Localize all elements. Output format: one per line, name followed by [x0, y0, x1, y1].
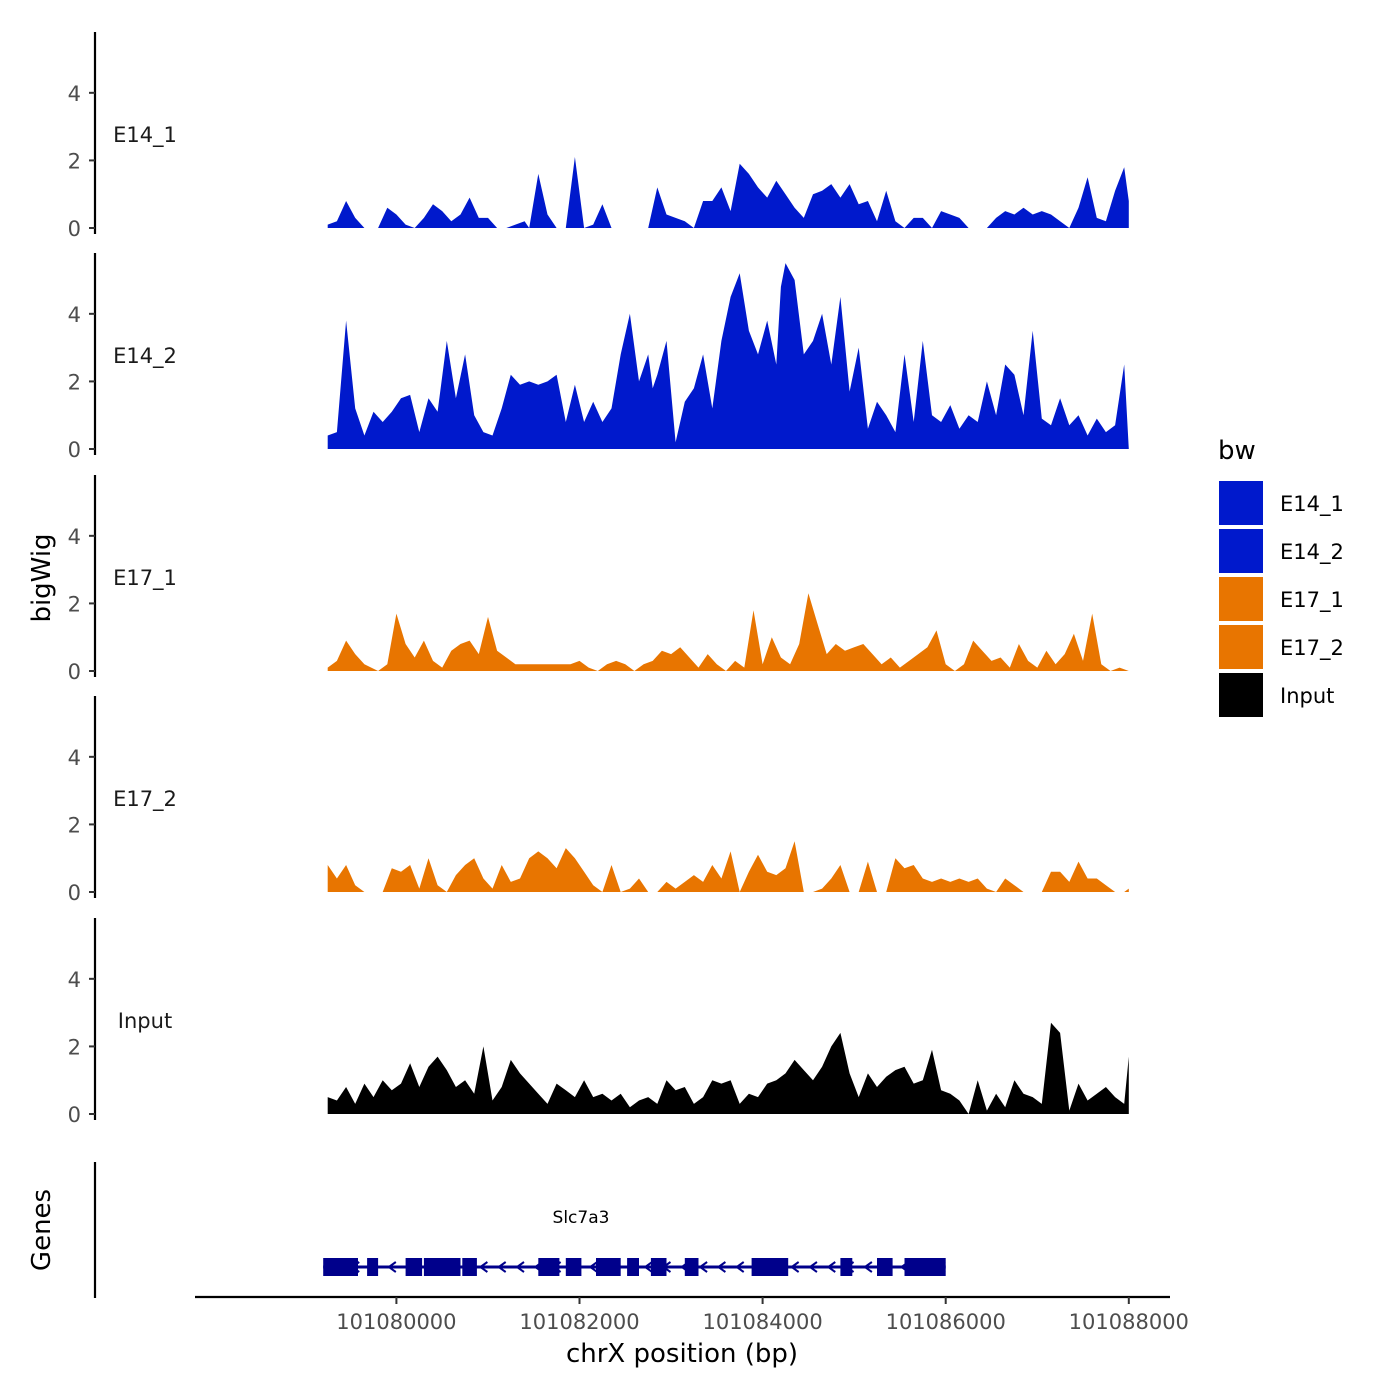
gene-exon [904, 1258, 946, 1276]
genes-panel: Slc7a3 [93, 1162, 946, 1298]
panel-E17_1: 0 2 4 E17_1 [68, 475, 1129, 684]
track-label-E14_1: E14_1 [113, 123, 177, 148]
y-tick-label: 4 [68, 525, 81, 549]
strand-arrow [716, 1261, 726, 1273]
legend-title: bw [1218, 436, 1256, 466]
panel-E14_2: 0 2 4 E14_2 [68, 253, 1129, 462]
gene-exon [596, 1258, 621, 1276]
gene-exon [627, 1258, 639, 1276]
panel-Input: 0 2 4 Input [68, 918, 1129, 1127]
signal-area-E17_1 [327, 593, 1129, 671]
gene-exon [462, 1258, 477, 1276]
signal-area-E14_1 [327, 157, 1129, 228]
panel-E17_2: 0 2 4 E17_2 [68, 696, 1129, 905]
y-tick-label: 0 [68, 1103, 81, 1127]
gene-exon [405, 1258, 423, 1276]
x-tick-label: 101080000 [336, 1310, 456, 1334]
gene-exon [538, 1258, 560, 1276]
legend-swatch-E17_1 [1219, 577, 1263, 621]
gene-exon [423, 1258, 461, 1276]
strand-arrow [643, 1261, 653, 1273]
strand-arrow [808, 1261, 818, 1273]
legend-swatch-E14_1 [1219, 481, 1263, 525]
signal-area-Input [327, 1022, 1129, 1114]
gene-label: Slc7a3 [553, 1208, 610, 1228]
y-tick-label: 4 [68, 968, 81, 992]
gene-exon [565, 1258, 582, 1276]
strand-arrow [863, 1261, 873, 1273]
legend-swatch-E17_2 [1219, 625, 1263, 669]
strand-arrow [478, 1261, 488, 1273]
x-tick-label: 101084000 [702, 1310, 822, 1334]
gene-exon [684, 1258, 699, 1276]
x-tick-label: 101088000 [1069, 1310, 1189, 1334]
gene-exon [367, 1258, 379, 1276]
y-tick-label: 4 [68, 746, 81, 770]
track-label-E14_2: E14_2 [113, 344, 177, 369]
strand-arrow [588, 1261, 598, 1273]
signal-area-E14_2 [327, 263, 1129, 449]
panel-E14_1: 0 2 4 E14_1 [68, 32, 1129, 241]
y-tick-label: 2 [68, 149, 81, 173]
gene-exon [751, 1258, 789, 1276]
legend-label-E14_1: E14_1 [1280, 492, 1344, 517]
strand-arrow [826, 1261, 836, 1273]
y-tick-label: 0 [68, 438, 81, 462]
legend-label-E17_2: E17_2 [1280, 636, 1344, 661]
legend-label-E17_1: E17_1 [1280, 588, 1344, 613]
signal-area-E17_2 [327, 841, 1129, 892]
legend-label-E14_2: E14_2 [1280, 540, 1344, 565]
strand-arrow [515, 1261, 525, 1273]
y-tick-label: 0 [68, 881, 81, 905]
legend-swatch-E14_2 [1219, 529, 1263, 573]
x-tick-label: 101086000 [886, 1310, 1006, 1334]
track-label-E17_2: E17_2 [113, 787, 177, 812]
legend-swatch-Input [1219, 673, 1263, 717]
y-tick-label: 0 [68, 660, 81, 684]
x-axis: 101080000 101082000 101084000 101086000 1010… [195, 1295, 1189, 1334]
strand-arrow [734, 1261, 745, 1273]
y-tick-label: 2 [68, 813, 81, 837]
strand-arrow [387, 1261, 397, 1273]
track-label-Input: Input [118, 1009, 172, 1033]
y-axis-title: bigWig [27, 533, 57, 622]
signal-panels: 0 2 4 E14_1 0 2 4 E14_2 0 2 4 E17_1 0 2 4 E17_2 0 2 4 Input [68, 32, 1129, 1127]
y-tick-label: 4 [68, 303, 81, 327]
y-tick-label: 4 [68, 82, 81, 106]
gene-exon [877, 1258, 893, 1276]
legend: bw E14_1 E14_2 E17_1 E17_2 Input [1218, 436, 1344, 717]
y-tick-label: 2 [68, 592, 81, 616]
strand-arrow [496, 1261, 507, 1273]
x-tick-label: 101082000 [519, 1310, 639, 1334]
gene-exon [650, 1258, 667, 1276]
gene-exon [840, 1258, 853, 1276]
y-tick-label: 2 [68, 370, 81, 394]
y-tick-label: 2 [68, 1035, 81, 1059]
strand-arrow [789, 1261, 800, 1273]
genes-axis-title: Genes [27, 1189, 57, 1271]
y-tick-label: 0 [68, 217, 81, 241]
legend-label-Input: Input [1280, 684, 1334, 708]
x-axis-title: chrX position (bp) [566, 1339, 798, 1369]
strand-arrow [698, 1261, 708, 1273]
gene-exon [323, 1258, 358, 1276]
track-label-E17_1: E17_1 [113, 566, 177, 591]
